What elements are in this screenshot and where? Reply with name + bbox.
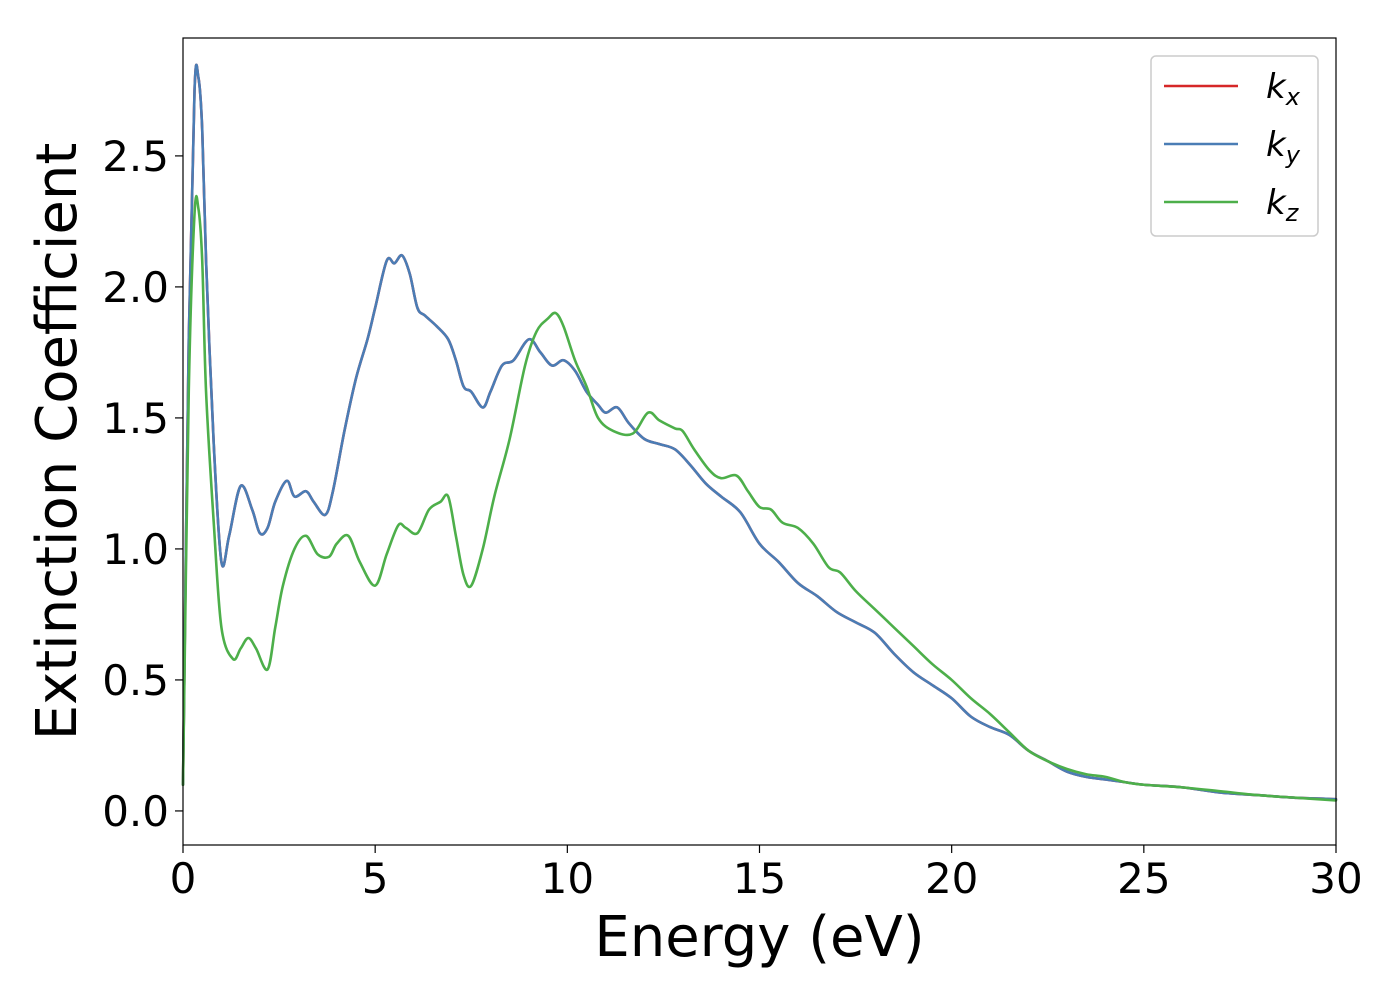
series-layer (181, 63, 1338, 802)
legend: kx ky kz (1150, 55, 1319, 237)
y-tick-label: 2.5 (102, 132, 169, 181)
legend-label-kx: kx (1266, 67, 1301, 111)
y-tick-label: 1.0 (102, 525, 169, 574)
x-tick-label: 20 (925, 854, 978, 903)
x-tick-label: 0 (170, 854, 197, 903)
x-tick-label: 15 (733, 854, 786, 903)
y-tick-label: 0.5 (102, 656, 169, 705)
y-tick-label: 1.5 (102, 394, 169, 443)
x-tick-label: 30 (1309, 854, 1362, 903)
y-tick-label: 0.0 (102, 787, 169, 836)
x-tick-label: 25 (1117, 854, 1170, 903)
x-tick-label: 5 (362, 854, 389, 903)
y-axis: 0.0 0.5 1.0 1.5 2.0 2.5 (102, 132, 183, 836)
legend-box (1150, 55, 1319, 237)
x-axis-label: Energy (eV) (594, 905, 924, 970)
x-tick-label: 10 (541, 854, 594, 903)
legend-label-ky: ky (1266, 125, 1301, 169)
series-line-ky (181, 63, 1338, 801)
y-axis-label: Extinction Coefficient (25, 143, 90, 741)
x-axis: 0 5 10 15 20 25 30 (170, 845, 1363, 903)
y-tick-label: 2.0 (102, 263, 169, 312)
series-line-kz (181, 195, 1338, 802)
legend-label-kz: kz (1266, 183, 1300, 227)
